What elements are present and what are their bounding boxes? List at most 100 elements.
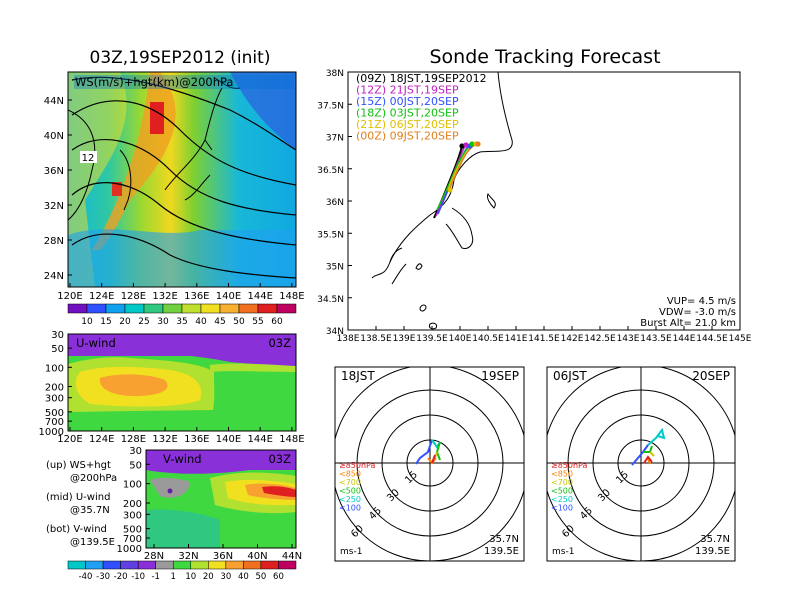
- map-lon-tick-label: 120E: [57, 291, 82, 302]
- vup-text: VUP= 4.5 m/s: [667, 296, 736, 307]
- uv-colorbar-cell: [243, 560, 262, 570]
- track-lat-tick-label: 35.5N: [317, 230, 344, 240]
- u-lon-tick-label: 132E: [152, 434, 177, 445]
- v-lat-tick-label: 40N: [247, 551, 267, 562]
- u-pressure-tick-label: 300: [45, 394, 64, 405]
- hodograph-unit: ms-1: [340, 547, 362, 557]
- ws-colorbar-cell: [124, 303, 145, 314]
- v-pressure-tick-label: 1000: [117, 544, 142, 555]
- uv-colorbar-label: 60: [273, 572, 284, 582]
- v-lat-tick-label: 28N: [144, 551, 164, 562]
- level-legend-item: <850: [551, 470, 573, 479]
- launch-legend-item: (18Z) 03JST,20SEP: [356, 107, 459, 120]
- right-title: Sonde Tracking Forecast: [429, 46, 660, 68]
- uv-colorbar-label: 30: [220, 572, 231, 582]
- hodograph-trace: [631, 444, 649, 466]
- map-lat-tick-label: 28N: [44, 236, 64, 247]
- ws-colorbar-label: 40: [195, 317, 207, 327]
- hodograph-trace: [415, 439, 433, 465]
- level-legend-item: <250: [339, 495, 361, 504]
- v-pressure-tick-label: 500: [123, 525, 142, 536]
- track-lat-tick-label: 37.5N: [317, 101, 344, 111]
- level-legend-item: ≥850hPa: [339, 461, 376, 470]
- v-wind-time: 03Z: [268, 452, 291, 466]
- uv-colorbar-cell: [102, 560, 121, 570]
- track-lat-tick-label: 35N: [326, 263, 344, 273]
- uv-colorbar-label: -20: [114, 572, 128, 582]
- v-pressure-tick-label: 100: [123, 480, 142, 491]
- map-lat-tick-label: 36N: [44, 166, 64, 177]
- u-lon-tick-label: 120E: [57, 434, 82, 445]
- track-lon-tick-label: 143.5E: [640, 334, 672, 344]
- sonde-tracks: [433, 141, 481, 219]
- uv-colorbar-cell: [190, 560, 209, 570]
- track-lon-tick-label: 140.5E: [472, 334, 504, 344]
- launch-legend-item: (12Z) 21JST,19SEP: [356, 84, 459, 97]
- left-title: 03Z,19SEP2012 (init): [90, 48, 271, 68]
- uv-colorbar-cell: [120, 560, 139, 570]
- uv-colorbar-cell: [137, 560, 156, 570]
- hodograph-lat: 35.7N: [489, 534, 519, 545]
- uv-colorbar-cell: [155, 560, 174, 570]
- uv-colorbar-label: -30: [96, 572, 110, 582]
- uv-colorbar-cell: [278, 560, 297, 570]
- hodograph-time: 06JST: [553, 369, 587, 383]
- launch-legend-item: (09Z) 18JST,19SEP2012: [356, 72, 487, 85]
- map-lon-tick-label: 136E: [184, 291, 209, 302]
- ws-colorbar-cell: [200, 303, 221, 314]
- u-lon-ticks: 120E 124E 128E 132E 136E 140E 144E 148E: [57, 427, 305, 445]
- u-wind-label: U-wind: [76, 336, 116, 350]
- u-pressure-tick-label: 700: [45, 417, 64, 428]
- v-lat-tick-label: 32N: [178, 551, 198, 562]
- level-legend-item: <700: [339, 478, 361, 487]
- uv-colorbar: -40 -30 -20 -10 -1 1 10 20 30 40 50 60: [67, 560, 297, 582]
- v-pressure-tick-label: 700: [123, 534, 142, 545]
- ws-colorbar-label: 45: [214, 317, 225, 327]
- v-lat-ticks: 28N 32N 36N 40N 44N: [144, 544, 302, 562]
- ws-colorbar-label: 35: [176, 317, 187, 327]
- map-lat-tick-label: 32N: [44, 201, 64, 212]
- track-lon-tick-label: 139E: [393, 334, 416, 344]
- hodograph-trace: [647, 427, 666, 446]
- ws-colorbar-cell: [162, 303, 183, 314]
- map-panel-label: WS(m/s)+hgt(km)@200hPa: [75, 75, 233, 89]
- track-lon-tick-label: 145E: [729, 334, 752, 344]
- uv-colorbar-label: 50: [256, 572, 267, 582]
- hodograph-date: 19SEP: [481, 369, 519, 383]
- track-lat-tick-label: 36.5N: [317, 166, 344, 176]
- ws-colorbar-label: 20: [119, 317, 131, 327]
- contour-label: 12: [82, 153, 95, 164]
- map-lon-tick-label: 140E: [216, 291, 241, 302]
- u-lon-tick-label: 148E: [279, 434, 304, 445]
- uv-colorbar-cell: [85, 560, 104, 570]
- hodograph-trace: [431, 454, 436, 464]
- map-lat-tick-label: 40N: [44, 131, 64, 142]
- v-lat-tick-label: 36N: [213, 551, 233, 562]
- launch-legend: (09Z) 18JST,19SEP2012(12Z) 21JST,19SEP (1…: [356, 72, 487, 143]
- uv-colorbar-label: -1: [151, 572, 159, 582]
- track-lat-tick-label: 36N: [326, 198, 344, 208]
- level-legend-item: <700: [551, 478, 573, 487]
- u-pressure-tick-label: 500: [45, 408, 64, 419]
- track-lon-tick-label: 144.5E: [696, 334, 728, 344]
- track-lat-tick-label: 34N: [326, 327, 344, 337]
- track-lon-ticks: 138E 138.5E 139E 139.5E 140E 140.5E 141E 141.5E…: [337, 326, 752, 344]
- ws-colorbar-label: 55: [252, 317, 263, 327]
- ws-colorbar-cell: [105, 303, 126, 314]
- map-lon-tick-label: 144E: [247, 291, 272, 302]
- track-lat-tick-label: 37N: [326, 134, 344, 144]
- track-lon-tick-label: 144E: [673, 334, 696, 344]
- ws-colorbar: 10 15 20 25 30 35 40 45 50 55 60: [67, 303, 297, 327]
- track-lat-tick-label: 34.5N: [317, 295, 344, 305]
- note-line: (mid) U-wind: [46, 492, 110, 503]
- note-line: @35.7N: [70, 505, 110, 516]
- hodograph-time: 18JST: [341, 369, 375, 383]
- u-wind-time: 03Z: [268, 336, 291, 350]
- ws-colorbar-cell: [67, 303, 88, 314]
- track-lon-tick-label: 140E: [449, 334, 472, 344]
- uv-colorbar-label: 1: [171, 572, 176, 582]
